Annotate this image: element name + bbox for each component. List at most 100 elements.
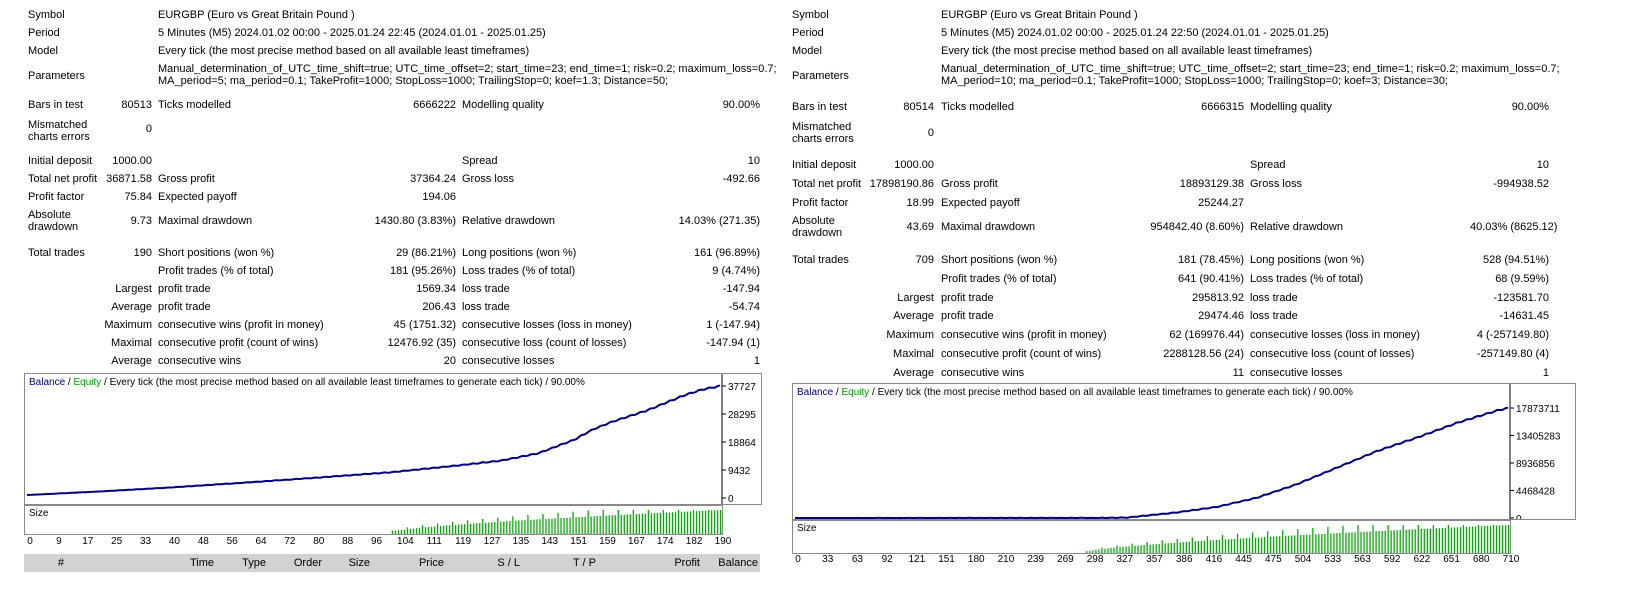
- size-bar: [1110, 548, 1112, 553]
- size-bar: [1357, 525, 1359, 553]
- x-tick-label: 533: [1324, 554, 1342, 565]
- size-bar: [1297, 529, 1299, 553]
- model-label: Model: [28, 45, 58, 57]
- size-bar: [1224, 539, 1227, 553]
- size-bar: [629, 514, 631, 534]
- x-tick-label: 104: [397, 536, 414, 547]
- symbol-row: Symbol EURGBP (Euro vs Great Britain Pou…: [24, 6, 797, 24]
- y-tick-label: 0: [1516, 514, 1522, 519]
- x-tick-label: 327: [1116, 554, 1134, 565]
- size-bar: [485, 522, 487, 534]
- size-bar: [1137, 545, 1139, 553]
- symbol-value: EURGBP (Euro vs Great Britain Pound ): [941, 9, 1138, 21]
- maximum-row: Maximum consecutive wins (profit in mone…: [24, 316, 797, 334]
- size-bar: [1348, 532, 1350, 553]
- initial-deposit-label: Initial deposit: [28, 155, 93, 167]
- average-row: Average profit trade 29474.46 loss trade…: [820, 307, 1625, 325]
- size-bar: [1402, 525, 1404, 553]
- x-tick-label: 48: [197, 536, 209, 547]
- size-bar: [1387, 525, 1389, 553]
- size-bar: [608, 515, 610, 534]
- size-bar: [1288, 535, 1290, 553]
- size-bar: [506, 521, 508, 534]
- abs-drawdown-label: Absolute drawdown: [792, 215, 843, 239]
- size-bar: [539, 519, 541, 534]
- size-bar: [473, 523, 475, 534]
- parameters-row: Parameters Manual_determination_of_UTC_t…: [792, 60, 1625, 92]
- size-bar: [418, 527, 421, 534]
- deals-col-6: S / L: [497, 557, 520, 569]
- legend-description: / Every tick (the most precise method ba…: [101, 377, 585, 388]
- y-tick-label: 17873711: [1516, 404, 1560, 415]
- largest-row: Largest profit trade 295813.92 loss trad…: [820, 289, 1625, 307]
- size-bar: [1483, 526, 1486, 553]
- x-tick-label: 174: [656, 536, 674, 547]
- size-bar: [1263, 537, 1266, 553]
- rel-drawdown-label: Relative drawdown: [1250, 221, 1343, 233]
- gross-loss-label: Gross loss: [462, 173, 514, 185]
- parameters-line1: Manual_determination_of_UTC_time_shift=t…: [158, 63, 777, 75]
- size-bar: [674, 512, 677, 534]
- deals-col-9: Balance: [718, 557, 758, 569]
- x-tick-label: 96: [370, 536, 383, 547]
- profit-trades-value: 641 (90.41%): [1177, 273, 1244, 285]
- parameters-label: Parameters: [28, 70, 85, 82]
- size-bar: [1233, 538, 1236, 553]
- size-bar: [1203, 540, 1206, 553]
- size-label: Size: [797, 523, 817, 534]
- size-bar: [491, 522, 493, 534]
- size-bar: [479, 523, 481, 534]
- x-tick-label: 17: [82, 536, 94, 547]
- size-bar: [1318, 534, 1320, 553]
- bars-row: Bars in test 80514 Ticks modelled 666631…: [792, 98, 1625, 116]
- size-bar: [1230, 539, 1233, 553]
- average2-row: Average consecutive wins 20 consecutive …: [24, 352, 797, 370]
- size-bar: [424, 527, 427, 534]
- long-label: Long positions (won %): [462, 247, 577, 259]
- parameters-row: Parameters Manual_determination_of_UTC_t…: [24, 60, 797, 92]
- period-label: Period: [28, 27, 60, 39]
- size-bar: [1170, 542, 1172, 553]
- size-bar: [566, 517, 568, 534]
- net-profit-row: Total net profit 36871.58 Gross profit 3…: [24, 170, 797, 188]
- size-bar: [1273, 536, 1275, 553]
- ticks-label: Ticks modelled: [158, 99, 231, 111]
- size-bar: [509, 521, 511, 534]
- legend-balance: Balance: [29, 377, 66, 388]
- size-bar: [614, 515, 616, 534]
- size-bar: [1435, 528, 1437, 553]
- size-bar: [488, 522, 490, 534]
- size-bar: [436, 523, 439, 534]
- size-bar: [1384, 530, 1386, 553]
- size-bar: [1242, 538, 1245, 553]
- y-tick-label: 0: [728, 494, 734, 504]
- quality-label: Modelling quality: [462, 99, 544, 111]
- size-bar: [668, 512, 671, 534]
- maximal-cons-loss-label: consecutive loss (count of losses): [1250, 348, 1415, 360]
- size-bar: [451, 521, 454, 534]
- avg-cons-wins-label: consecutive wins: [158, 355, 242, 367]
- size-bar: [545, 518, 547, 534]
- x-tick-label: 159: [599, 536, 616, 547]
- size-bar: [650, 513, 653, 534]
- max-drawdown-value: 954842.40 (8.60%): [1150, 221, 1244, 233]
- size-bar: [442, 525, 445, 534]
- size-bar: [638, 513, 640, 534]
- profit-factor-value: 18.99: [906, 197, 934, 209]
- size-bar: [1215, 539, 1218, 553]
- size-bar: [1101, 547, 1103, 553]
- legend-balance: Balance: [797, 387, 834, 398]
- size-bar: [1218, 539, 1221, 553]
- size-bar: [1351, 532, 1353, 553]
- average-loss-label: loss trade: [462, 301, 510, 313]
- period-row: Period 5 Minutes (M5) 2024.01.02 00:00 -…: [792, 24, 1625, 42]
- long-label: Long positions (won %): [1250, 254, 1365, 266]
- size-bar: [1188, 541, 1190, 553]
- size-bar: [1360, 531, 1362, 553]
- size-bar: [1164, 543, 1166, 553]
- x-tick-label: 33: [822, 554, 834, 565]
- abs-drawdown-label: Absolute drawdown: [28, 209, 79, 233]
- size-bar: [1459, 527, 1462, 553]
- maximum-label: Maximum: [104, 319, 152, 331]
- size-bar: [584, 516, 586, 534]
